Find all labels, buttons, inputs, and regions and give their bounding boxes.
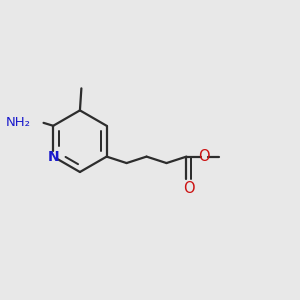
Text: N: N: [47, 150, 59, 164]
Text: O: O: [183, 181, 195, 196]
Text: O: O: [198, 149, 210, 164]
Text: NH₂: NH₂: [6, 116, 31, 129]
